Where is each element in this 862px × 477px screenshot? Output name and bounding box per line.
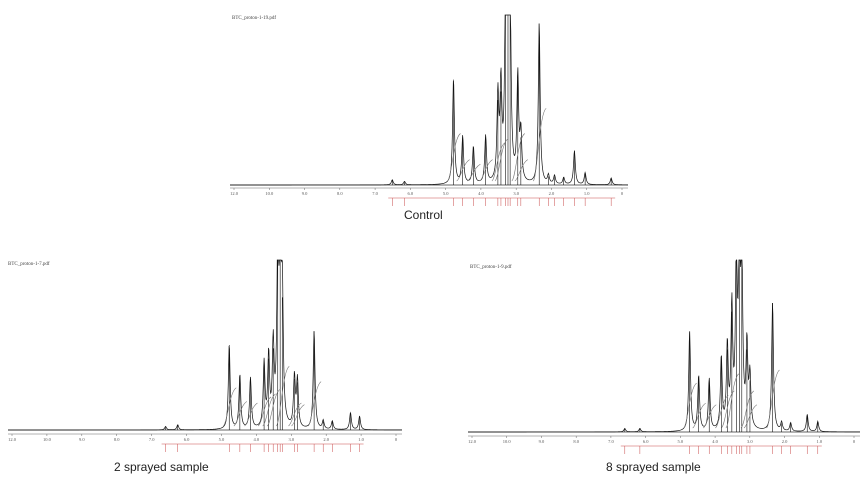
x-tick-label: 1.0 <box>584 191 590 196</box>
integral-curve <box>257 396 272 427</box>
integral-curve <box>692 402 706 429</box>
x-tick-label: 3.0 <box>747 439 753 444</box>
integral-curve <box>276 366 290 427</box>
x-tick-label: 0 <box>395 437 398 442</box>
x-tick-label: 8.0 <box>337 191 343 196</box>
x-tick-label: 4.0 <box>712 439 718 444</box>
integral-curve <box>244 402 258 427</box>
x-tick-label: 3.0 <box>288 437 294 442</box>
integral-curve <box>721 390 735 429</box>
x-tick-label: 4.0 <box>254 437 260 442</box>
spectrum-line <box>230 14 628 186</box>
integral-curve <box>467 163 481 182</box>
x-tick-label: 10.0 <box>503 439 512 444</box>
integral-curve <box>766 369 780 429</box>
x-tick-label: 7.0 <box>608 439 614 444</box>
x-tick-label: 0 <box>621 191 624 196</box>
file-label-control: BTC_proton-1-19.pdf <box>232 16 277 21</box>
integral-curve <box>494 138 509 182</box>
integral-curve <box>511 133 526 182</box>
integral-curve <box>288 402 302 427</box>
integral-curve <box>532 108 547 182</box>
x-tick-label: 1.0 <box>358 437 364 442</box>
x-tick-label: 3.0 <box>513 191 519 196</box>
integral-curve <box>725 373 740 429</box>
spectrum-line <box>468 259 860 433</box>
x-tick-label: 9.0 <box>302 191 308 196</box>
integral-curve <box>479 159 493 182</box>
x-tick-label: 7.0 <box>372 191 378 196</box>
file-label-8-sprayed: BTC_proton-1-9.pdf <box>470 265 512 270</box>
x-tick-label: 9.0 <box>79 437 85 442</box>
spectrum-line <box>8 259 402 431</box>
integral-curve <box>514 159 529 182</box>
integral-curve <box>703 404 717 429</box>
integral-curve <box>715 395 729 429</box>
x-tick-label: 12.0 <box>230 191 239 196</box>
integral-curve <box>740 390 755 429</box>
x-tick-label: 10.0 <box>265 191 274 196</box>
file-label-2-sprayed: BTC_proton-1-7.pdf <box>8 262 50 267</box>
integral-curve <box>447 133 461 182</box>
x-tick-label: 0 <box>853 439 856 444</box>
x-tick-label: 6.0 <box>408 191 414 196</box>
integral-curve <box>456 159 470 182</box>
x-tick-label: 12.0 <box>468 439 477 444</box>
x-tick-label: 5.0 <box>219 437 225 442</box>
integral-curve <box>683 382 697 429</box>
caption-control: Control <box>404 208 443 222</box>
x-tick-label: 12.0 <box>8 437 17 442</box>
integral-curve <box>743 404 758 429</box>
x-tick-label: 7.0 <box>149 437 155 442</box>
x-tick-label: 5.0 <box>678 439 684 444</box>
x-tick-label: 6.0 <box>184 437 190 442</box>
integral-curve <box>223 387 237 427</box>
integral-curve <box>307 381 322 427</box>
integral-curve <box>233 401 248 427</box>
integral-curve <box>266 389 281 427</box>
x-tick-label: 4.0 <box>478 191 484 196</box>
x-tick-label: 5.0 <box>443 191 449 196</box>
x-tick-label: 9.0 <box>539 439 545 444</box>
caption-8-sprayed: 8 sprayed sample <box>606 460 701 474</box>
x-tick-label: 8.0 <box>573 439 579 444</box>
integral-curve <box>262 393 276 427</box>
x-tick-label: 10.0 <box>43 437 52 442</box>
integral-curve <box>291 404 305 427</box>
integral-curve <box>491 142 506 182</box>
x-tick-label: 6.0 <box>643 439 649 444</box>
x-tick-label: 2.0 <box>323 437 329 442</box>
x-tick-label: 1.0 <box>816 439 822 444</box>
x-tick-label: 2.0 <box>782 439 788 444</box>
x-tick-label: 8.0 <box>114 437 120 442</box>
caption-2-sprayed: 2 sprayed sample <box>114 460 209 474</box>
x-tick-label: 2.0 <box>549 191 555 196</box>
